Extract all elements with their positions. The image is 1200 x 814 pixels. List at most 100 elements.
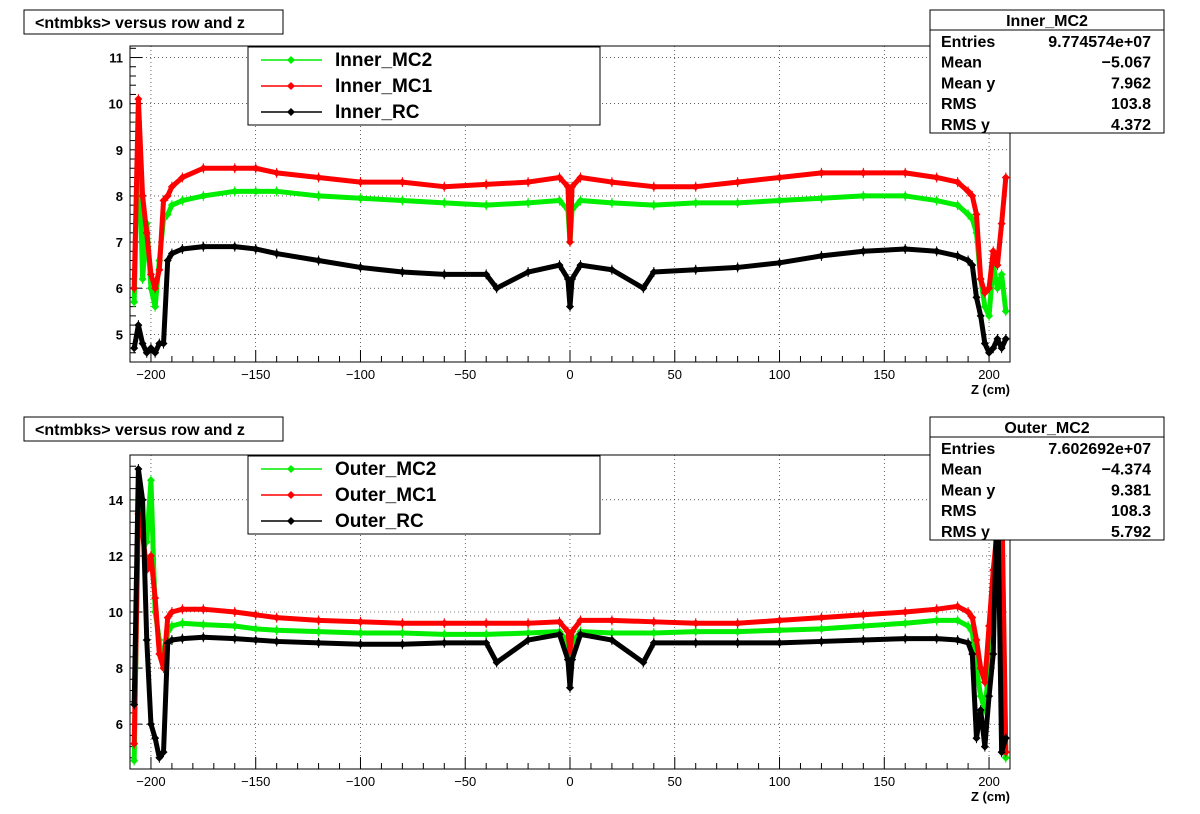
series-Inner_RC [130,241,1010,358]
data-point [563,655,572,664]
data-point [607,265,616,274]
stats-label: Mean y [941,75,995,92]
data-point [146,344,155,353]
data-point [993,334,1002,343]
data-point [555,173,564,182]
legend-swatch-marker [287,491,295,499]
data-point [130,700,139,709]
data-point [440,270,449,279]
data-point [167,622,176,631]
data-point [199,242,208,251]
chart-panel-outer: −200 −150 −100 −50 0 50 100 150 200 6 8 10 12 14 Z (cm… [23,416,1165,804]
data-point [932,616,941,625]
legend-entry: Inner_MC2 [335,50,432,71]
data-point [859,622,868,631]
data-point [607,178,616,187]
data-point [440,630,449,639]
data-point [953,251,962,260]
data-point [733,263,742,272]
data-point [482,201,491,210]
data-point [199,633,208,642]
legend-entry: Outer_RC [335,511,424,532]
data-point [134,95,143,104]
data-point [901,168,910,177]
data-point [356,263,365,272]
data-point [251,636,260,645]
data-point [314,638,323,647]
stats-label: Mean [941,55,982,72]
stats-label: RMS [941,96,977,113]
series-Outer_RC [130,464,1010,763]
data-point [775,616,784,625]
data-point [989,650,998,659]
data-point [524,198,533,207]
data-point [146,476,155,485]
data-point [985,284,994,293]
data-point [691,182,700,191]
legend-entry: Inner_RC [335,102,420,123]
data-point [691,198,700,207]
x-tick-label: 100 [769,774,791,789]
data-point [576,261,585,270]
y-tick-label: 6 [116,281,123,296]
data-point [130,756,139,765]
data-point [130,344,139,353]
data-point [138,339,147,348]
data-point [997,344,1006,353]
data-point [639,658,648,667]
data-point [964,210,973,219]
x-tick-label: 0 [566,367,573,382]
data-point [566,683,574,692]
data-point [167,182,176,191]
stats-label: Entries [941,441,995,458]
data-point [555,617,564,626]
data-point [356,640,365,649]
y-tick-label: 11 [109,51,123,66]
y-tick-label: 8 [116,189,123,204]
data-point [492,658,501,667]
data-point [1001,334,1010,343]
data-point [859,191,868,200]
stats-box: Outer_MC2 Entries 7.602692e+07 Mean −4.374 Me… [929,416,1165,541]
data-point [607,629,616,638]
data-point [968,191,977,200]
data-point [314,256,323,265]
data-point [932,634,941,643]
stats-value: 103.8 [1111,96,1151,113]
series-Inner_MC1 [130,94,1010,298]
data-point [968,613,977,622]
data-point [964,638,973,647]
stats-value: 4.372 [1111,117,1151,134]
data-point [968,650,977,659]
data-point [980,288,989,297]
data-point [953,636,962,645]
x-tick-label: 0 [566,774,573,789]
data-point [398,178,407,187]
data-point [151,348,160,357]
x-tick-label: 200 [978,367,1000,382]
data-point [859,636,868,645]
data-point [989,344,998,353]
data-point [314,627,323,636]
x-tick-label: −150 [241,774,270,789]
data-point [649,617,658,626]
data-point [230,187,239,196]
data-point [817,624,826,633]
data-point [964,256,973,265]
data-point [563,627,572,636]
data-point [775,196,784,205]
data-point [440,198,449,207]
data-point [199,164,208,173]
data-point [563,182,572,191]
data-point [272,249,281,258]
chart-title: <ntmbks> versus row and z [35,422,245,439]
data-point [993,261,1002,270]
legend-swatch-marker [287,56,295,64]
data-point [733,178,742,187]
data-point [482,630,491,639]
data-point [1001,753,1010,762]
data-point [972,210,981,219]
data-point [199,620,208,629]
data-point [775,626,784,635]
x-tick-label: 100 [769,367,791,382]
